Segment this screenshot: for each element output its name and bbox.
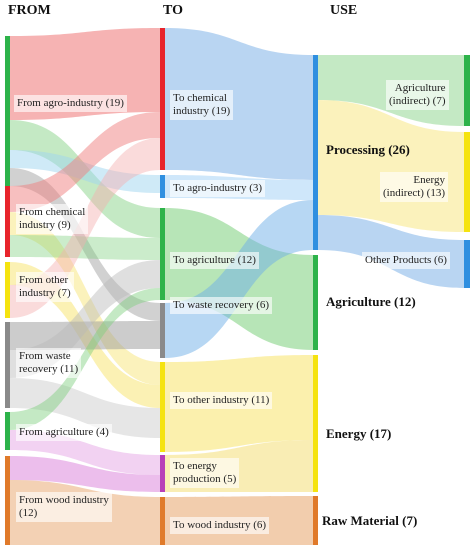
to-t_agro-bar: [160, 175, 165, 198]
use-processing-label: Processing (26): [326, 142, 410, 157]
to-chemical-industry-label: To chemical industry (19): [170, 90, 234, 120]
from-other-bar: [5, 262, 10, 318]
use-energy-label: Energy (17): [326, 426, 392, 441]
link-agri-to-agriculture: [10, 288, 160, 430]
other-products-label: Other Products (6): [362, 252, 450, 269]
to-t_other-bar: [160, 362, 165, 452]
link-agri-to-energy: [10, 430, 160, 475]
use-raw-material-label: Raw Material (7): [322, 513, 418, 528]
from-other-industry-label: From other industry (7): [16, 272, 74, 302]
from-waste-bar: [5, 322, 10, 408]
use-energy-bar: [313, 355, 318, 492]
use-processing-bar: [313, 55, 318, 250]
from-agro-bar: [5, 36, 10, 186]
link-processing-to-other-products: [318, 215, 464, 288]
link-waste-to-waste: [10, 321, 160, 350]
use-column-header: USE: [330, 3, 358, 18]
from-column-header: FROM: [8, 3, 51, 18]
sub-energy_ind-bar: [464, 132, 470, 232]
link-chemical-to-other: [10, 212, 160, 385]
from-agro-industry-label: From agro-industry (19): [14, 95, 127, 112]
to-t_wood-bar: [160, 497, 165, 545]
to-t_chem-bar: [160, 28, 165, 170]
from-wood-bar: [5, 456, 10, 545]
to-t_agri-bar: [160, 208, 165, 300]
link-chemical-to-chemical: [10, 112, 160, 212]
agriculture-indirect-label: Agriculture (indirect) (7): [386, 80, 449, 110]
from-wood-industry-label: From wood industry (12): [16, 492, 112, 522]
link-tochem-to-processing: [165, 28, 313, 180]
link-towaste-to-processing: [165, 200, 313, 358]
to-t_energy-bar: [160, 455, 165, 492]
sub-other_prod-bar: [464, 240, 470, 288]
energy-indirect-label: Energy (indirect) (13): [380, 172, 448, 202]
to-column-header: TO: [163, 3, 183, 18]
to-waste-recovery-label: To waste recovery (6): [170, 297, 273, 314]
sub-agri_ind-bar: [464, 55, 470, 126]
from-chem-bar: [5, 186, 10, 257]
link-chemical-to-agriculture: [10, 235, 160, 260]
link-wood-to-energy: [10, 456, 160, 492]
from-chemical-industry-label: From chemical industry (9): [16, 204, 89, 234]
link-agro-to-waste: [10, 168, 160, 321]
from-agriculture-label: From agriculture (4): [16, 424, 112, 441]
to-agriculture-label: To agriculture (12): [170, 252, 259, 269]
to-t_waste-bar: [160, 303, 165, 358]
to-agro-industry-label: To agro-industry (3): [170, 180, 266, 197]
use-agriculture-label: Agriculture (12): [326, 294, 416, 309]
link-waste-to-other: [10, 378, 160, 438]
from-agri-bar: [5, 412, 10, 450]
from-waste-recovery-label: From waste recovery (11): [16, 348, 82, 378]
to-wood-industry-label: To wood industry (6): [170, 517, 270, 534]
use-raw-bar: [313, 496, 318, 545]
node-bars: [5, 28, 470, 545]
to-energy-production-label: To energy production (5): [170, 458, 240, 488]
to-other-industry-label: To other industry (11): [170, 392, 273, 409]
use-agriculture-bar: [313, 255, 318, 350]
